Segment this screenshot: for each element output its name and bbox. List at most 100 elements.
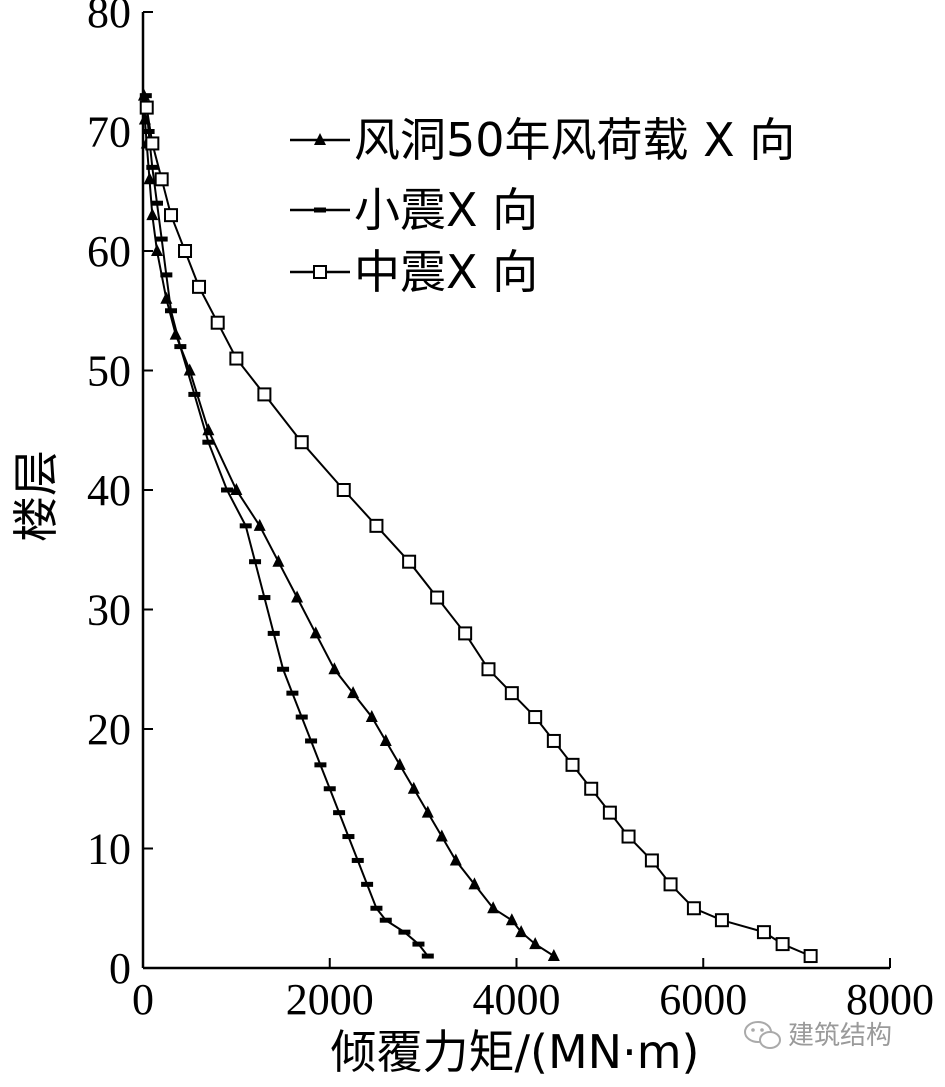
data-point (351, 857, 364, 863)
data-point (505, 913, 518, 926)
y-tick-label: 40 (87, 466, 131, 515)
data-point (323, 786, 336, 792)
series-2 (139, 93, 434, 959)
data-point (143, 172, 156, 185)
data-point (529, 937, 542, 950)
data-point (155, 236, 168, 242)
data-point (146, 164, 159, 170)
y-tick-label: 30 (87, 586, 131, 635)
y-tick-label: 60 (87, 227, 131, 276)
data-point (621, 829, 636, 844)
data-point (202, 439, 215, 445)
data-point (565, 757, 580, 772)
data-point (369, 518, 384, 533)
data-point (547, 949, 560, 962)
data-point (239, 523, 252, 529)
watermark: 建筑结构 (744, 1021, 892, 1051)
data-point (328, 662, 341, 675)
data-point (142, 129, 155, 134)
data-point (229, 351, 244, 366)
x-tick-label: 4000 (473, 975, 561, 1024)
data-point (347, 686, 360, 699)
series-3 (139, 100, 818, 964)
data-point (365, 710, 378, 723)
data-point (188, 391, 201, 397)
x-axis-title: 倾覆力矩/(MN·m) (331, 1025, 700, 1079)
y-tick-label: 80 (87, 0, 131, 37)
data-point (139, 93, 152, 99)
data-point (183, 363, 196, 376)
data-point (178, 244, 193, 258)
data-point (151, 244, 164, 256)
data-point (435, 829, 448, 842)
data-point (421, 953, 434, 959)
data-point (430, 590, 445, 605)
data-point (192, 279, 207, 294)
data-point (295, 714, 308, 720)
x-ticks: 0 2000 4000 6000 8000 (132, 958, 934, 1024)
data-point (584, 781, 599, 796)
data-point (286, 690, 299, 696)
data-point (309, 626, 322, 639)
data-point (398, 929, 411, 935)
data-point (336, 483, 351, 497)
y-tick-label: 0 (109, 944, 131, 993)
y-axis-title: 楼层 (9, 450, 63, 542)
data-point (361, 881, 374, 887)
data-point (449, 853, 462, 866)
data-point (258, 595, 271, 601)
data-point (402, 554, 417, 569)
data-point (145, 136, 160, 151)
series-layer (137, 88, 818, 964)
data-point (515, 925, 528, 938)
data-point (267, 630, 280, 636)
data-point (370, 905, 383, 911)
wechat-icon (744, 1021, 781, 1049)
data-point (528, 710, 543, 725)
data-point (333, 810, 346, 816)
data-point (314, 762, 327, 768)
data-point (139, 100, 154, 115)
data-point (468, 877, 481, 890)
data-point (277, 666, 290, 672)
data-point (421, 805, 434, 818)
legend-marker (314, 207, 326, 213)
data-point (151, 200, 164, 206)
data-point (146, 208, 159, 221)
legend-label: 小震X 向 (354, 183, 538, 237)
y-tick-label: 20 (87, 705, 131, 754)
data-point (305, 738, 318, 744)
data-point (221, 487, 234, 493)
data-point (481, 662, 496, 677)
data-point (487, 901, 500, 914)
y-tick-label: 70 (87, 108, 131, 157)
legend-label: 风洞50年风荷载 X 向 (354, 113, 795, 167)
data-point (379, 733, 392, 746)
data-point (775, 937, 790, 952)
legend-marker (314, 133, 326, 145)
data-point (294, 435, 309, 450)
data-point (154, 172, 169, 187)
data-point (504, 686, 519, 701)
legend-marker (313, 265, 327, 279)
data-point (272, 554, 285, 567)
data-point (253, 518, 266, 531)
series-line (144, 95, 429, 957)
y-tick-label: 50 (87, 347, 131, 396)
y-ticks: 0 10 20 30 40 50 60 70 80 (87, 0, 153, 993)
data-point (407, 781, 420, 794)
data-point (458, 626, 473, 641)
legend-item: 小震X 向 (290, 183, 538, 237)
data-point (164, 208, 179, 223)
legend-item: 中震X 向 (290, 245, 538, 299)
data-point (714, 913, 729, 928)
data-point (546, 733, 561, 748)
x-tick-label: 0 (132, 975, 154, 1024)
data-point (210, 315, 225, 330)
data-point (165, 308, 178, 314)
data-point (174, 344, 187, 350)
data-point (257, 387, 272, 402)
data-point (602, 805, 617, 820)
